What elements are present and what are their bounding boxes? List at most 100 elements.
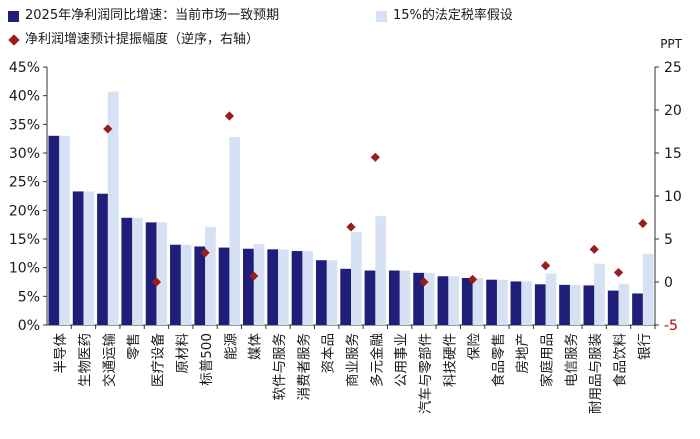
bar-main-3: [97, 193, 108, 325]
bar-main-16: [413, 272, 424, 325]
diamond-marker-16: [419, 277, 429, 287]
diamond-marker-13: [346, 222, 356, 232]
left-tick-label: 15%: [9, 232, 40, 248]
diamond-marker-23: [589, 244, 599, 254]
x-category-label: 消费者服务: [296, 333, 312, 401]
x-category-label: 多元金融: [368, 333, 385, 387]
bar-tax-22: [569, 284, 581, 325]
bar-tax-19: [496, 279, 508, 325]
bar-tax-9: [253, 244, 265, 325]
bar-main-24: [607, 290, 619, 325]
bar-main-2: [72, 191, 84, 325]
x-category-label: 汽车与零部件: [417, 333, 434, 414]
x-category-label: 生物医药: [77, 333, 93, 387]
bar-tax-24: [618, 283, 630, 325]
bar-main-5: [145, 222, 157, 325]
bar-main-6: [170, 244, 181, 325]
right-tick-label: 5: [664, 232, 673, 248]
diamond-marker-24: [613, 267, 624, 278]
bar-tax-23: [594, 263, 605, 325]
diamond-marker-3: [103, 124, 113, 134]
bar-main-7: [194, 246, 206, 325]
x-category-label: 交通运输: [101, 333, 118, 387]
left-tick-label: 5%: [18, 289, 40, 305]
x-category-label: 家庭用品: [539, 333, 556, 387]
bar-tax-16: [423, 272, 435, 325]
right-tick-label: 20: [664, 103, 682, 119]
left-tick-label: 40%: [9, 89, 40, 105]
bar-tax-3: [107, 91, 119, 325]
x-category-label: 耐用品与服装: [588, 333, 604, 414]
bar-main-9: [243, 248, 254, 325]
legend-label-diff: 净利润增速预计提振幅度（逆序，右轴）: [25, 32, 260, 47]
bar-main-11: [291, 251, 303, 325]
bar-main-8: [218, 247, 230, 325]
bar-tax-15: [399, 270, 411, 325]
bar-main-20: [510, 281, 522, 325]
bar-tax-21: [545, 273, 557, 325]
bar-tax-17: [448, 276, 459, 325]
diamond-marker-18: [468, 274, 478, 285]
diamond-marker-21: [540, 261, 551, 271]
bar-main-22: [559, 284, 570, 325]
x-category-label: 科技硬件: [442, 333, 458, 387]
x-category-label: 原材料: [175, 333, 191, 374]
bar-tax-25: [642, 253, 654, 325]
diamond-marker-14: [370, 152, 380, 162]
legend-item-main: 2025年净利润同比增速：当前市场一致预期: [8, 4, 279, 28]
bar-main-18: [461, 277, 473, 325]
bar-main-15: [388, 270, 400, 325]
x-category-label: 公用事业: [394, 333, 410, 387]
bar-tax-7: [205, 226, 216, 325]
left-tick-label: 20%: [9, 203, 40, 219]
bar-main-14: [364, 270, 376, 325]
left-tick-label: 30%: [9, 146, 40, 162]
bar-tax-13: [351, 232, 362, 325]
legend-label-main: 2025年净利润同比增速：当前市场一致预期: [25, 8, 280, 23]
left-tick-label: 25%: [9, 175, 40, 191]
x-category-label: 半导体: [53, 333, 69, 374]
x-category-label: 食品零售: [490, 333, 507, 387]
legend-swatch-main: [8, 10, 19, 22]
bar-tax-1: [59, 135, 70, 325]
x-category-label: 商业服务: [345, 333, 361, 387]
right-tick-label: 0: [664, 275, 673, 291]
x-category-label: 零售: [126, 333, 142, 360]
diamond-marker-25: [638, 218, 648, 229]
left-tick-label: 45%: [9, 60, 40, 76]
bar-main-21: [534, 284, 546, 325]
right-tick-label: -5: [664, 318, 678, 334]
x-category-label: 银行: [637, 333, 653, 360]
bar-main-19: [486, 279, 497, 325]
x-category-label: 房地产: [515, 333, 531, 374]
diamond-marker-7: [200, 248, 210, 258]
x-category-label: 资本品: [321, 333, 337, 374]
bar-tax-4: [132, 217, 143, 325]
x-category-label: 电信服务: [564, 333, 580, 387]
right-axis-unit: PPT: [660, 37, 682, 51]
x-category-label: 食品饮料: [612, 333, 629, 387]
bar-main-1: [48, 135, 60, 325]
bar-tax-14: [375, 216, 387, 325]
left-tick-label: 35%: [9, 117, 40, 133]
legend-item-diff: 净利润增速预计提振幅度（逆序，右轴）: [8, 28, 259, 52]
bar-main-23: [583, 285, 595, 325]
bar-tax-11: [302, 251, 314, 325]
bar-main-12: [315, 260, 327, 325]
bar-tax-10: [278, 249, 289, 325]
right-tick-label: 10: [664, 189, 682, 205]
x-category-label: 医疗设备: [149, 333, 166, 387]
bar-main-10: [267, 249, 279, 325]
right-tick-label: 15: [664, 146, 682, 162]
x-category-label: 标普500: [199, 333, 215, 386]
bar-main-4: [121, 217, 133, 325]
left-tick-label: 10%: [9, 261, 40, 277]
diamond-marker-8: [224, 111, 234, 121]
right-tick-label: 25: [664, 60, 682, 76]
legend-label-tax: 15%的法定税率假设: [393, 8, 513, 23]
bar-main-25: [632, 293, 643, 325]
bar-main-17: [437, 276, 449, 325]
bar-tax-20: [521, 281, 532, 325]
